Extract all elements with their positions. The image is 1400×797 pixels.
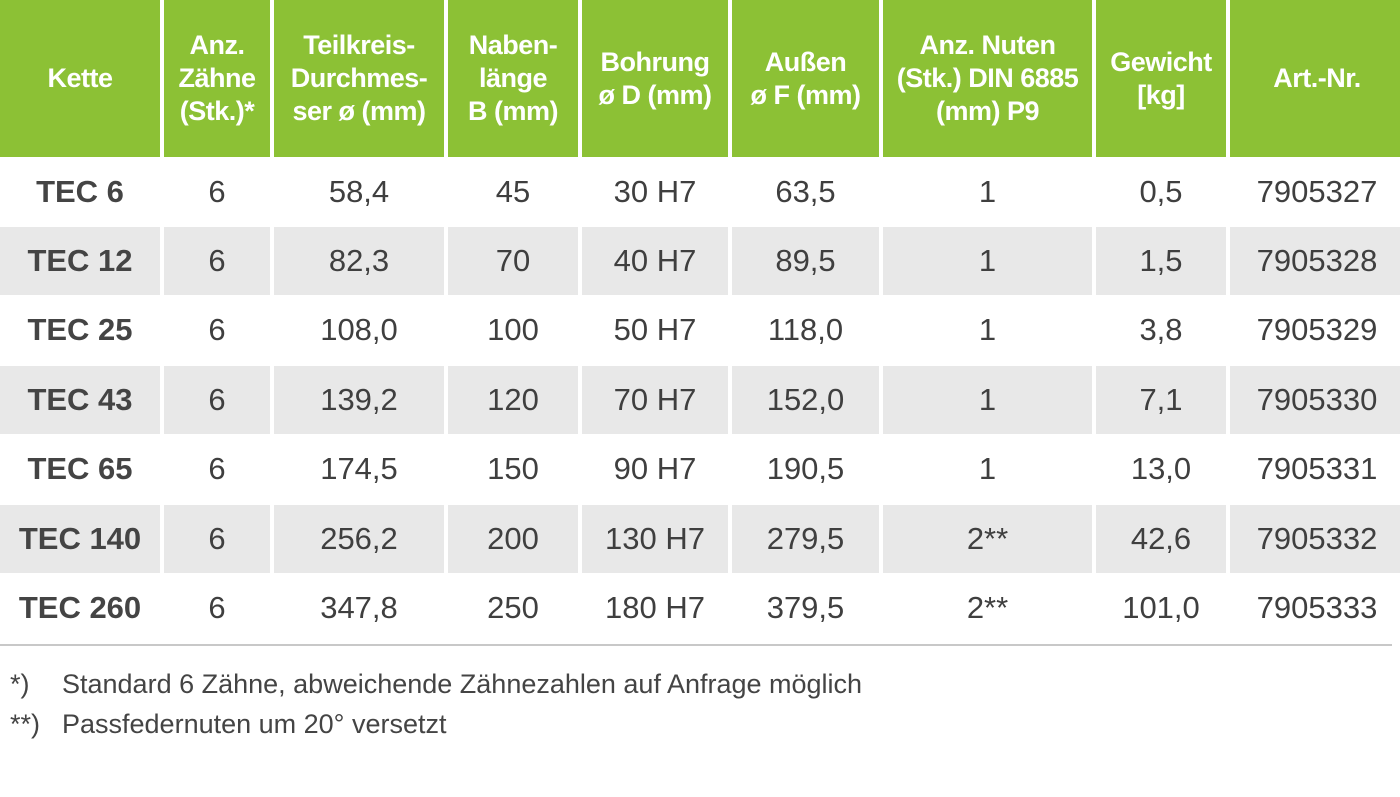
cell-zaehne: 6 — [164, 435, 270, 505]
cell-artnr: 7905329 — [1230, 296, 1400, 366]
cell-zaehne: 6 — [164, 296, 270, 366]
header-bohrung: Bohrung ø D (mm) — [582, 0, 728, 157]
cell-bohrung: 40 H7 — [582, 226, 728, 296]
cell-zaehne: 6 — [164, 574, 270, 644]
footnote-mark: *) — [10, 669, 30, 699]
cell-gewicht: 7,1 — [1096, 365, 1226, 435]
table-row: TEC 12 6 82,3 70 40 H7 89,5 1 1,5 790532… — [0, 226, 1400, 296]
cell-gewicht: 3,8 — [1096, 296, 1226, 366]
footnote: *) Standard 6 Zähne, abweichende Zähneza… — [10, 664, 862, 704]
footnote-text: Passfedernuten um 20° versetzt — [62, 709, 447, 739]
header-gewicht: Gewicht [kg] — [1096, 0, 1226, 157]
cell-gewicht: 0,5 — [1096, 157, 1226, 227]
header-zaehne: Anz. Zähne (Stk.)* — [164, 0, 270, 157]
cell-teilkreis: 108,0 — [274, 296, 444, 366]
cell-zaehne: 6 — [164, 504, 270, 574]
cell-nuten: 1 — [883, 365, 1092, 435]
cell-bohrung: 30 H7 — [582, 157, 728, 227]
table-header-row: Kette Anz. Zähne (Stk.)* Teilkreis- Durchme… — [0, 0, 1400, 157]
table-row: TEC 6 6 58,4 45 30 H7 63,5 1 0,5 7905327 — [0, 157, 1400, 227]
cell-nuten: 2** — [883, 504, 1092, 574]
cell-kette: TEC 65 — [0, 435, 160, 505]
cell-aussen: 89,5 — [732, 226, 879, 296]
cell-bohrung: 70 H7 — [582, 365, 728, 435]
cell-teilkreis: 256,2 — [274, 504, 444, 574]
cell-nabe: 120 — [448, 365, 578, 435]
cell-artnr: 7905333 — [1230, 574, 1400, 644]
cell-nuten: 1 — [883, 435, 1092, 505]
cell-teilkreis: 58,4 — [274, 157, 444, 227]
cell-bohrung: 180 H7 — [582, 574, 728, 644]
header-kette: Kette — [0, 0, 160, 157]
header-nabenlaenge: Naben-länge B (mm) — [448, 0, 578, 157]
cell-nuten: 1 — [883, 157, 1092, 227]
cell-zaehne: 6 — [164, 365, 270, 435]
cell-aussen: 190,5 — [732, 435, 879, 505]
table-row: TEC 43 6 139,2 120 70 H7 152,0 1 7,1 790… — [0, 365, 1400, 435]
cell-nabe: 200 — [448, 504, 578, 574]
cell-aussen: 379,5 — [732, 574, 879, 644]
header-artnr: Art.-Nr. — [1230, 0, 1400, 157]
cell-nabe: 100 — [448, 296, 578, 366]
cell-bohrung: 90 H7 — [582, 435, 728, 505]
cell-aussen: 152,0 — [732, 365, 879, 435]
cell-nabe: 150 — [448, 435, 578, 505]
cell-gewicht: 1,5 — [1096, 226, 1226, 296]
cell-artnr: 7905331 — [1230, 435, 1400, 505]
header-nuten: Anz. Nuten (Stk.) DIN 6885 (mm) P9 — [883, 0, 1092, 157]
cell-teilkreis: 82,3 — [274, 226, 444, 296]
header-teilkreis: Teilkreis- Durchmes-ser ø (mm) — [274, 0, 444, 157]
table-row: TEC 65 6 174,5 150 90 H7 190,5 1 13,0 79… — [0, 435, 1400, 505]
cell-nabe: 45 — [448, 157, 578, 227]
cell-artnr: 7905328 — [1230, 226, 1400, 296]
cell-nabe: 70 — [448, 226, 578, 296]
footnote-text: Standard 6 Zähne, abweichende Zähnezahle… — [62, 669, 863, 699]
cell-nabe: 250 — [448, 574, 578, 644]
cell-kette: TEC 140 — [0, 504, 160, 574]
cell-kette: TEC 12 — [0, 226, 160, 296]
cell-artnr: 7905327 — [1230, 157, 1400, 227]
cell-bohrung: 130 H7 — [582, 504, 728, 574]
cell-aussen: 63,5 — [732, 157, 879, 227]
cell-aussen: 279,5 — [732, 504, 879, 574]
cell-gewicht: 42,6 — [1096, 504, 1226, 574]
cell-zaehne: 6 — [164, 157, 270, 227]
cell-kette: TEC 43 — [0, 365, 160, 435]
cell-teilkreis: 174,5 — [274, 435, 444, 505]
cell-kette: TEC 6 — [0, 157, 160, 227]
table-bottom-divider — [0, 644, 1392, 646]
cell-nuten: 1 — [883, 226, 1092, 296]
cell-zaehne: 6 — [164, 226, 270, 296]
cell-teilkreis: 347,8 — [274, 574, 444, 644]
cell-artnr: 7905332 — [1230, 504, 1400, 574]
cell-artnr: 7905330 — [1230, 365, 1400, 435]
cell-gewicht: 101,0 — [1096, 574, 1226, 644]
cell-nuten: 2** — [883, 574, 1092, 644]
table-row: TEC 260 6 347,8 250 180 H7 379,5 2** 101… — [0, 574, 1400, 644]
table-row: TEC 25 6 108,0 100 50 H7 118,0 1 3,8 790… — [0, 296, 1400, 366]
table-row: TEC 140 6 256,2 200 130 H7 279,5 2** 42,… — [0, 504, 1400, 574]
footnote: **) Passfedernuten um 20° versetzt — [10, 704, 862, 744]
footnotes: *) Standard 6 Zähne, abweichende Zähneza… — [10, 664, 862, 744]
sprocket-spec-table: Kette Anz. Zähne (Stk.)* Teilkreis- Durchme… — [0, 0, 1400, 644]
cell-kette: TEC 25 — [0, 296, 160, 366]
cell-teilkreis: 139,2 — [274, 365, 444, 435]
cell-kette: TEC 260 — [0, 574, 160, 644]
cell-aussen: 118,0 — [732, 296, 879, 366]
cell-nuten: 1 — [883, 296, 1092, 366]
footnote-mark: **) — [10, 709, 41, 739]
cell-bohrung: 50 H7 — [582, 296, 728, 366]
header-aussen: Außen ø F (mm) — [732, 0, 879, 157]
cell-gewicht: 13,0 — [1096, 435, 1226, 505]
